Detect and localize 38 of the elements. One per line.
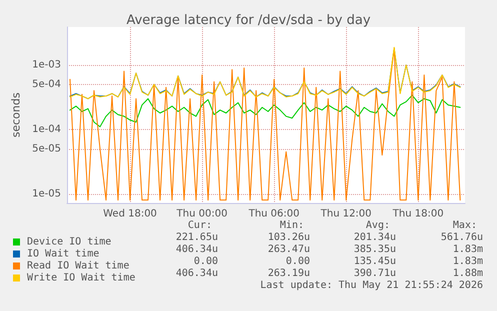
text: 385.35u — [354, 244, 396, 255]
legend-label: Write IO Wait time — [27, 272, 136, 284]
y-tick-label: 5e-04 — [32, 78, 61, 90]
text: Cur: — [188, 220, 212, 231]
text: 1.88m — [452, 268, 483, 279]
text: 0.00 — [286, 256, 310, 267]
chart-title: Average latency for /dev/sda - by day — [126, 13, 371, 28]
x-tick-label: Thu 12:00 — [320, 208, 372, 220]
x-tick-label: Thu 06:00 — [248, 208, 300, 220]
y-tick-label: 1e-05 — [32, 188, 61, 200]
y-axis-title: seconds — [9, 92, 22, 138]
text: 1.83m — [452, 256, 483, 267]
legend-label: Device IO time — [27, 236, 112, 248]
text: 263.47u — [268, 244, 310, 255]
text: 263.19u — [268, 268, 310, 279]
text: 201.34u — [354, 232, 396, 243]
text: Max: — [452, 220, 477, 231]
text: 221.65u — [176, 232, 218, 243]
x-tick-label: Thu 00:00 — [176, 208, 228, 220]
text: 406.34u — [176, 268, 218, 279]
x-tick-label: Thu 18:00 — [392, 208, 444, 220]
y-tick-label: 1e-03 — [32, 60, 61, 71]
text: 1.83m — [452, 244, 483, 255]
text: Last update: Thu May 21 21:55:24 2026 — [260, 280, 483, 291]
text: 0.00 — [194, 256, 218, 267]
y-tick-label: 1e-04 — [32, 124, 61, 135]
y-tick-label: 5e-05 — [32, 143, 61, 154]
text: 103.26u — [268, 232, 310, 243]
line-series — [70, 94, 461, 128]
text: Avg: — [366, 220, 390, 231]
legend-label: IO Wait time — [27, 248, 100, 260]
text: 390.71u — [354, 268, 396, 279]
text: 135.45u — [354, 256, 396, 267]
text: Min: — [280, 220, 304, 231]
text: 561.76u — [440, 232, 483, 243]
legend-label: Read IO Wait time — [27, 260, 130, 272]
x-tick-label: Wed 18:00 — [103, 208, 157, 220]
text: 406.34u — [176, 244, 218, 255]
